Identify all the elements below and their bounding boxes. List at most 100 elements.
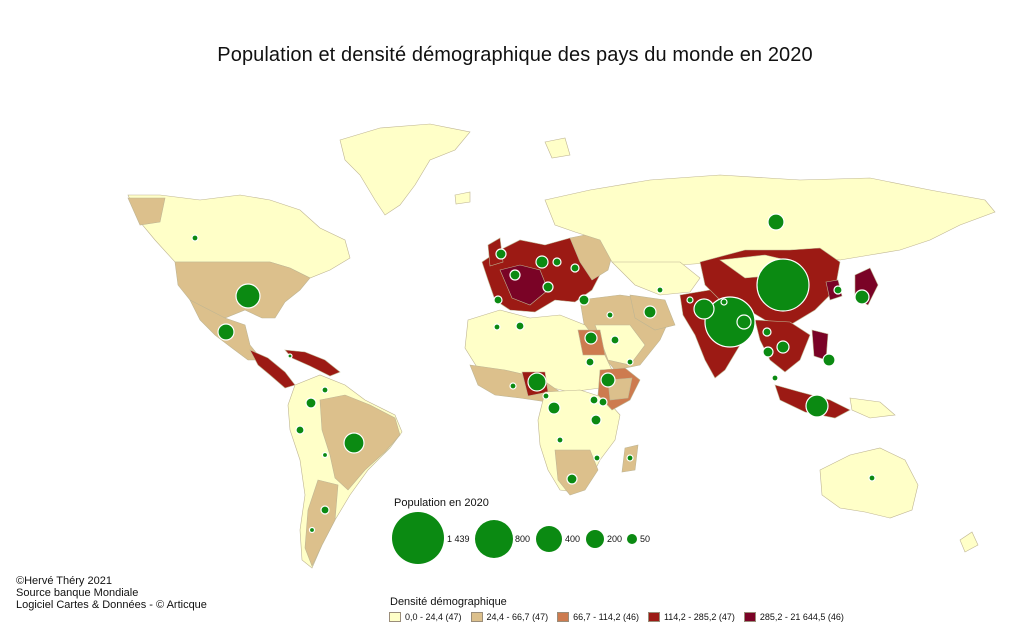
country-papua xyxy=(849,397,896,419)
circle-south-africa xyxy=(566,473,578,485)
density-class-4: 114,2 - 285,2 (47) xyxy=(647,612,735,622)
circle-indonesia xyxy=(805,394,829,418)
density-label-1: 0,0 - 24,4 (47) xyxy=(405,612,462,622)
circle-egypt xyxy=(584,331,598,345)
credit-source: Source banque Mondiale xyxy=(16,587,139,599)
circle-morocco xyxy=(493,323,501,331)
circle-mozambique xyxy=(593,454,601,462)
density-class-2: 24,4 - 66,7 (47) xyxy=(470,612,549,622)
country-alaska xyxy=(127,197,166,226)
circle-canada xyxy=(191,234,199,242)
circle-myanmar xyxy=(762,327,772,337)
circle-saudi xyxy=(610,335,620,345)
population-legend-title: Population en 2020 xyxy=(394,497,489,509)
circle-italy xyxy=(542,281,554,293)
circle-iran xyxy=(643,305,657,319)
circle-yemen xyxy=(626,358,634,366)
circle-uk xyxy=(495,248,507,260)
circle-ukraine xyxy=(570,263,580,273)
country-saudi xyxy=(594,324,646,366)
circle-germany xyxy=(535,255,549,269)
density-label-2: 24,4 - 66,7 (47) xyxy=(486,612,549,622)
circle-ethiopia xyxy=(600,372,616,388)
circle-malaysia xyxy=(771,374,779,382)
circle-madagascar xyxy=(626,454,634,462)
circle-spain xyxy=(493,295,503,305)
circle-mexico xyxy=(217,323,235,341)
circle-congo xyxy=(547,401,561,415)
map-title: Population et densité démographique des … xyxy=(217,44,813,66)
legend-label-400: 400 xyxy=(565,534,580,544)
circle-angola xyxy=(556,436,564,444)
circle-brazil xyxy=(343,432,365,454)
country-new-zealand xyxy=(959,531,979,553)
country-caribbean xyxy=(284,349,341,377)
circle-thailand xyxy=(762,346,774,358)
circle-cuba xyxy=(287,353,293,359)
credit-author: ©Hervé Théry 2021 xyxy=(16,575,112,587)
circle-pakistan xyxy=(693,298,715,320)
circle-venezuela xyxy=(321,386,329,394)
circle-peru xyxy=(295,425,305,435)
circle-kenya xyxy=(598,397,608,407)
country-australia xyxy=(819,447,919,519)
circle-nepal xyxy=(720,298,728,306)
circle-china xyxy=(756,258,810,312)
circle-chile xyxy=(308,526,316,534)
circle-colombia xyxy=(305,397,317,409)
circle-tanzania xyxy=(590,414,602,426)
density-swatch-4 xyxy=(647,612,660,622)
circle-afghanistan xyxy=(686,296,694,304)
density-swatch-3 xyxy=(557,612,570,622)
density-label-5: 285,2 - 21 644,5 (46) xyxy=(759,612,844,622)
circle-cameroon xyxy=(542,392,550,400)
circle-algeria xyxy=(515,321,525,331)
population-legend-circles: 1 439 800 400 200 50 xyxy=(392,512,650,564)
circle-uzbekistan xyxy=(656,286,664,294)
legend-label-50: 50 xyxy=(640,534,650,544)
legend-circle-50 xyxy=(627,534,637,544)
density-class-5: 285,2 - 21 644,5 (46) xyxy=(743,612,844,622)
credits: ©Hervé Théry 2021 Source banque Mondiale… xyxy=(16,575,207,611)
circle-bolivia xyxy=(321,451,329,459)
density-swatch-5 xyxy=(743,612,756,622)
circle-turkey xyxy=(578,294,590,306)
circle-bangladesh xyxy=(736,314,752,330)
country-svalbard xyxy=(544,137,571,159)
country-kazakhstan xyxy=(611,261,701,296)
circle-uganda xyxy=(589,395,599,405)
density-swatch-2 xyxy=(470,612,483,622)
density-label-3: 66,7 - 114,2 (46) xyxy=(573,612,639,622)
circle-france xyxy=(509,269,521,281)
circle-india xyxy=(704,296,756,348)
density-class-1: 0,0 - 24,4 (47) xyxy=(389,612,462,622)
density-swatch-1 xyxy=(389,612,401,622)
circle-argentina xyxy=(320,505,330,515)
credit-software: Logiciel Cartes & Données - © Articque xyxy=(16,599,207,611)
circle-iraq xyxy=(606,311,614,319)
countries-layer xyxy=(127,123,996,569)
country-iceland xyxy=(454,191,471,205)
legend-circle-800 xyxy=(475,520,513,558)
circle-poland xyxy=(552,257,562,267)
legend-circle-400 xyxy=(536,526,562,552)
legend-label-1439: 1 439 xyxy=(447,534,470,544)
density-label-4: 114,2 - 285,2 (47) xyxy=(663,612,735,622)
legend-circle-200 xyxy=(586,530,604,548)
country-argentina xyxy=(304,479,339,567)
density-class-3: 66,7 - 114,2 (46) xyxy=(557,612,639,622)
legend-circle-1439 xyxy=(392,512,444,564)
circle-ghana xyxy=(509,382,517,390)
circle-nigeria xyxy=(527,372,547,392)
circle-philippines xyxy=(822,353,836,367)
country-greenland xyxy=(339,123,471,216)
circle-australia xyxy=(868,474,876,482)
density-legend-title: Densité démographique xyxy=(390,596,507,608)
circle-usa xyxy=(235,283,261,309)
legend-label-200: 200 xyxy=(607,534,622,544)
circle-sudan xyxy=(585,357,595,367)
country-southern-africa xyxy=(554,449,599,496)
circle-korea xyxy=(833,285,843,295)
legend-label-800: 800 xyxy=(515,534,530,544)
